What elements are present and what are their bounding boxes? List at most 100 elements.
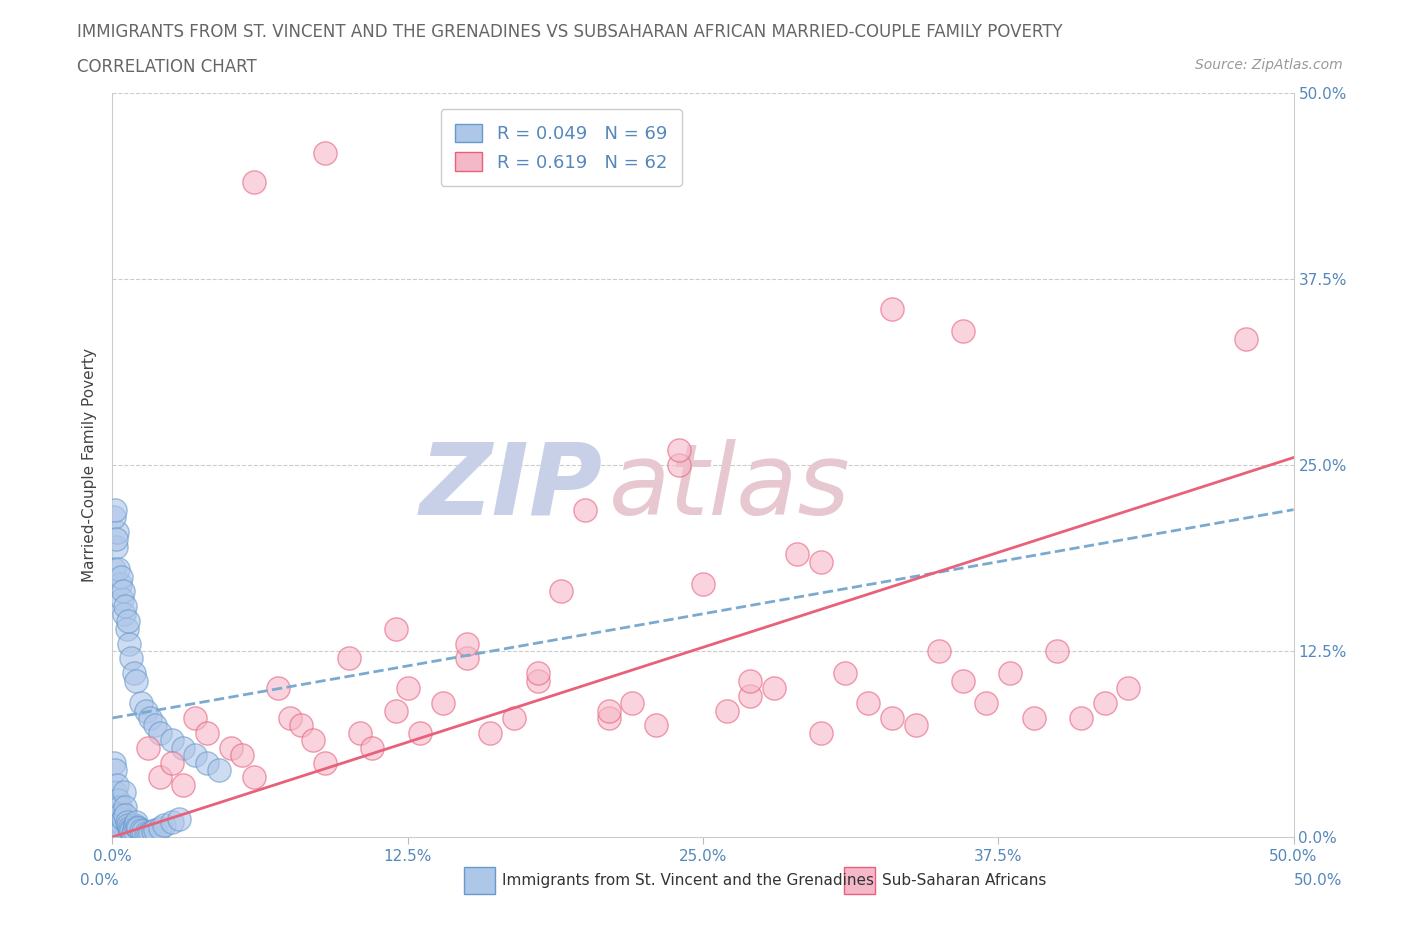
Point [112,812,135,827]
Point [858,696,880,711]
Point [172,777,194,792]
Point [219,740,242,755]
Point [129,696,152,711]
Point [143,718,166,733]
Point [112,584,135,599]
Point [103,510,125,525]
Y-axis label: Married-Couple Family Poverty: Married-Couple Family Poverty [82,348,97,582]
Point [124,817,146,832]
Point [290,718,312,733]
Text: Source: ZipAtlas.com: Source: ZipAtlas.com [1195,58,1343,72]
Point [195,755,218,770]
Point [550,584,572,599]
Text: 50.0%: 50.0% [1295,873,1343,888]
Point [132,824,155,839]
Point [127,819,149,834]
Point [998,666,1021,681]
Point [114,807,136,822]
Point [108,822,131,837]
Point [104,763,127,777]
Point [112,606,135,621]
Point [135,703,157,718]
Point [278,711,301,725]
Point [952,673,974,688]
Point [479,725,502,740]
Point [716,703,738,718]
Point [644,718,666,733]
Point [385,703,408,718]
Point [1070,711,1092,725]
Point [184,748,207,763]
Point [120,651,142,666]
Point [834,666,856,681]
Point [103,755,125,770]
Point [114,800,136,815]
Point [456,651,478,666]
Point [526,666,548,681]
Point [105,777,128,792]
Point [762,681,785,696]
Point [105,807,128,822]
Point [108,577,131,591]
Point [172,740,194,755]
Point [122,666,145,681]
Point [105,800,128,815]
Point [160,733,183,748]
Legend: R = 0.049   N = 69, R = 0.619   N = 62: R = 0.049 N = 69, R = 0.619 N = 62 [441,110,682,186]
Point [108,807,131,822]
Point [107,815,129,830]
Point [385,621,408,636]
Point [456,636,478,651]
Point [976,696,998,711]
Point [598,703,620,718]
Point [111,817,134,832]
Point [117,817,139,832]
Point [396,681,419,696]
Point [1234,331,1257,346]
Point [880,301,903,316]
Point [160,755,183,770]
Point [668,458,690,472]
Point [111,822,134,837]
Point [598,711,620,725]
Point [121,825,143,840]
Point [122,822,145,837]
Point [103,562,125,577]
Point [243,175,266,190]
Point [349,725,371,740]
Point [120,822,142,837]
Point [107,562,129,577]
Point [117,614,139,629]
Point [149,770,172,785]
Point [432,696,454,711]
Point [115,621,138,636]
Point [810,725,832,740]
Point [111,591,134,606]
Point [621,696,644,711]
Point [115,815,138,830]
Point [740,673,762,688]
Point [149,725,172,740]
Point [361,740,384,755]
Text: ZIP: ZIP [419,439,603,536]
Point [160,815,183,830]
Point [208,763,231,777]
Point [302,733,325,748]
Point [112,785,135,800]
Point [104,785,127,800]
Text: Immigrants from St. Vincent and the Grenadines: Immigrants from St. Vincent and the Gren… [502,873,875,888]
Point [526,673,548,688]
Point [104,502,127,517]
Point [243,770,266,785]
Point [786,547,808,562]
Point [139,711,162,725]
Point [105,532,128,547]
Point [125,815,148,830]
Point [668,443,690,458]
Point [110,815,132,830]
Point [408,725,430,740]
Point [337,651,360,666]
Point [127,820,149,835]
Point [118,820,141,835]
Point [740,688,762,703]
